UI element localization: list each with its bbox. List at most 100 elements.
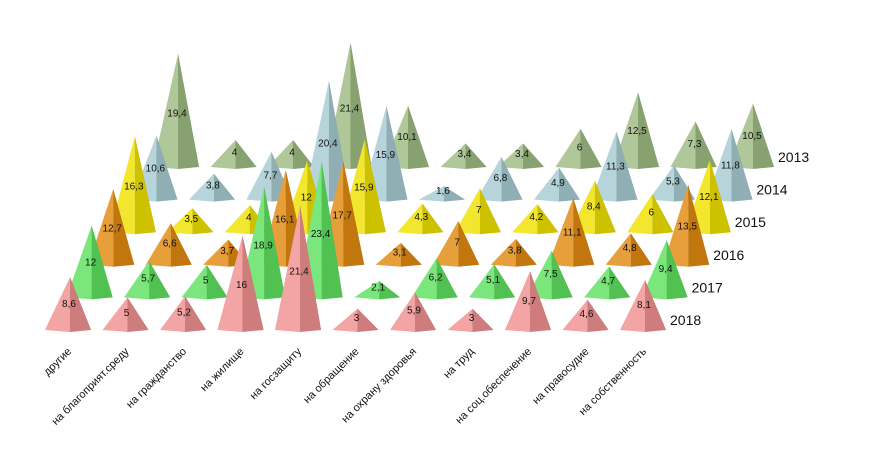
pyramid-right-face [206, 264, 228, 300]
pyramid-right-face [709, 159, 731, 235]
pyramid-left-face [332, 308, 358, 332]
pyramid-right-face [523, 143, 544, 169]
pyramids-layer: 19,4 4 4 21,4 10,1 3,4 3,4 6 12,5 7,3 10,5 10,6 3,8 7… [45, 42, 774, 332]
pyramid-2016-7: 7 [433, 221, 480, 267]
value-label: 3,8 [508, 246, 522, 257]
pyramid-right-face [379, 281, 401, 300]
pyramid-2014-6: 1,6 [418, 186, 465, 202]
pyramid-left-face [584, 266, 610, 300]
pyramid-left-face [476, 157, 502, 202]
value-label: 3 [354, 313, 360, 324]
pyramid-2018-2: 5 [102, 297, 149, 332]
value-label: 4,6 [580, 309, 594, 320]
value-label: 16,3 [124, 182, 144, 193]
value-label: 6,6 [163, 239, 177, 250]
pyramid-2018-11: 8,1 [620, 280, 666, 332]
pyramid-left-face [275, 205, 300, 332]
value-label: 17,7 [332, 211, 352, 222]
pyramid-left-face [512, 204, 538, 235]
pyramid-left-face [411, 258, 437, 300]
value-label: 11,8 [721, 160, 740, 171]
value-label: 15,9 [354, 183, 374, 194]
pyramid-2015-8: 4,2 [512, 204, 559, 235]
pyramid-left-face [641, 240, 667, 300]
value-label: 5,1 [486, 275, 500, 286]
value-label: 15,9 [376, 150, 396, 161]
pyramid-left-face [153, 53, 178, 169]
value-label: 5 [124, 308, 130, 319]
pyramid-right-face [652, 194, 674, 235]
value-label: 4,8 [623, 243, 637, 254]
pyramid-2018-1: 8,6 [45, 277, 91, 332]
pyramid-right-face [638, 92, 659, 169]
pyramid-left-face [181, 264, 207, 300]
pyramid-right-face [479, 188, 501, 235]
series-label-2018: 2018 [670, 312, 701, 328]
pyramid-2014-8: 4,9 [533, 167, 580, 202]
pyramid-right-face [515, 239, 537, 267]
pyramid-right-face [695, 121, 717, 169]
pyramid-left-face [605, 233, 631, 267]
pyramid-2014-2: 3,8 [188, 173, 235, 202]
pyramid-right-face [185, 296, 206, 332]
pyramid-2018-6: 3 [332, 308, 379, 332]
value-label: 7,5 [544, 269, 558, 280]
pyramid-right-face [472, 308, 494, 332]
value-label: 12,7 [102, 223, 122, 234]
pyramid-2016-10: 4,8 [605, 233, 652, 267]
value-label: 6 [649, 208, 655, 219]
pyramid-left-face [440, 143, 466, 169]
pyramid-right-face [501, 157, 523, 202]
pyramid-left-face [469, 264, 495, 300]
value-label: 6,8 [493, 173, 507, 184]
pyramid-2015-10: 6 [627, 194, 674, 235]
value-label: 7 [476, 205, 482, 216]
pyramid-2013-8: 6 [555, 128, 602, 169]
pyramid-left-face [418, 186, 444, 202]
pyramid-right-face [293, 140, 314, 169]
pyramid-left-face [490, 239, 516, 267]
series-labels-layer: 2013 2014 2015 2016 2017 2018 [670, 149, 809, 328]
value-label: 4,9 [551, 178, 565, 189]
pyramid-left-face [670, 121, 696, 169]
value-label: 21,4 [289, 267, 309, 278]
value-label: 7,7 [263, 171, 277, 182]
pyramid-left-face [648, 165, 674, 202]
pyramid-left-face [562, 299, 588, 332]
value-label: 8,4 [587, 202, 601, 213]
pyramid-right-face [343, 161, 365, 267]
pyramid-2013-3: 4 [268, 140, 314, 169]
pyramid-right-face [127, 297, 149, 332]
pyramid-right-face [400, 242, 422, 267]
pyramid-2016-8: 3,8 [490, 239, 537, 267]
pyramid-left-face [533, 167, 559, 202]
value-label: 12 [301, 193, 313, 204]
pyramid-right-face [357, 308, 379, 332]
value-label: 5,9 [407, 306, 421, 317]
pyramid-right-face [688, 184, 710, 267]
pyramid-right-face [587, 299, 609, 332]
value-label: 18,9 [253, 240, 273, 251]
pyramid-right-face [178, 53, 199, 169]
pyramid-2013-1: 19,4 [153, 53, 199, 169]
pyramid-2018-7: 5,9 [390, 292, 436, 332]
pyramid-2018-3: 5,2 [160, 296, 206, 332]
pyramid-left-face [167, 208, 193, 235]
pyramid-right-face [192, 208, 214, 235]
value-label: 3,8 [206, 181, 220, 192]
pyramid-right-face [386, 106, 408, 202]
category-label: на обращение [301, 346, 361, 406]
value-label: 12,5 [627, 126, 647, 137]
value-label: 5 [203, 275, 209, 286]
pyramid-2016-6: 3,1 [375, 242, 422, 267]
pyramid-2013-2: 4 [210, 140, 257, 169]
value-label: 10,6 [146, 163, 166, 174]
pyramid-2015-6: 4,3 [397, 203, 444, 235]
pyramid-left-face [375, 242, 401, 267]
pyramid-left-face [354, 281, 380, 300]
pyramid-right-face [630, 233, 652, 267]
pyramid-right-face [350, 42, 372, 170]
pyramid-right-face [70, 277, 91, 332]
